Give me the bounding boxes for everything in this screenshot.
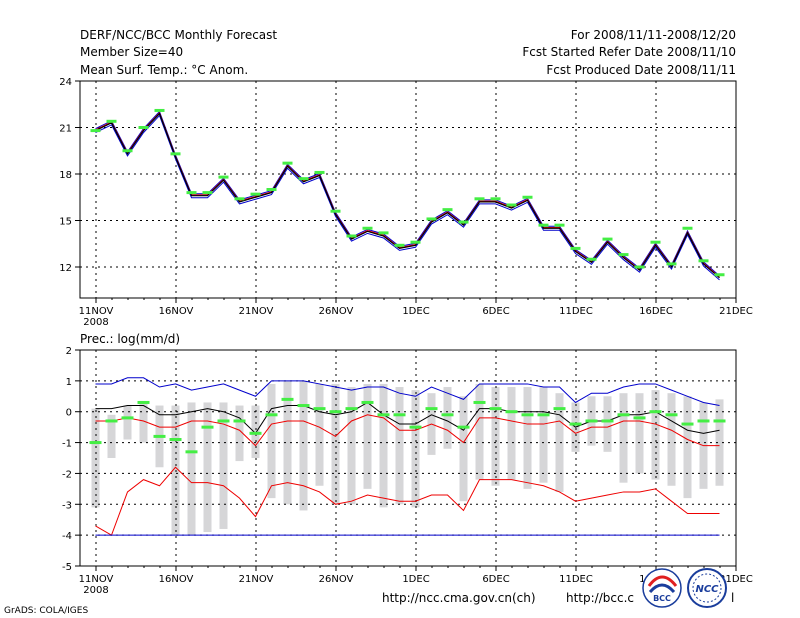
x-tick-label: 11DEC — [559, 306, 593, 317]
spread-bar — [107, 414, 116, 458]
spread-bar — [283, 380, 292, 505]
spread-bar — [347, 387, 356, 505]
x-tick-label: 1DEC — [402, 306, 429, 317]
bcc-logo-ring — [642, 568, 682, 608]
spread-bar — [523, 387, 532, 489]
bcc-url-tail: l — [731, 591, 734, 605]
series-upper-quantile-line — [95, 414, 720, 447]
spread-bar — [251, 405, 260, 458]
spread-bar — [715, 399, 724, 486]
y-tick-label: -1 — [62, 439, 72, 450]
x-tick-label: 6DEC — [482, 574, 509, 585]
x-tick-label: 21NOV — [239, 306, 274, 317]
x-tick-label: 6DEC — [482, 306, 509, 317]
x-tick-label: 11NOV — [79, 574, 114, 585]
y-tick-label: 21 — [59, 124, 72, 135]
x-tick-label: 16DEC — [639, 306, 673, 317]
spread-bar — [667, 393, 676, 486]
header-title: DERF/NCC/BCC Monthly Forecast — [80, 28, 277, 42]
header-started-date: Fcst Started Refer Date 2008/11/10 — [522, 45, 736, 59]
spread-bar — [299, 380, 308, 511]
y-tick-label: -3 — [62, 500, 72, 511]
spread-bar — [139, 402, 148, 443]
spread-bar — [123, 405, 132, 440]
bcc-logo-arc-red — [647, 575, 678, 587]
axes-frame — [79, 80, 737, 299]
temp-red-line — [95, 111, 720, 278]
x-tick-label: 21DEC — [719, 306, 753, 317]
series-ensemble-mean-line — [95, 401, 720, 435]
ncc-logo-text: NCC — [695, 584, 719, 595]
y-tick-label: 12 — [59, 263, 72, 274]
spread-bar — [395, 387, 404, 505]
spread-bar — [507, 387, 516, 480]
spread-bar — [315, 383, 324, 486]
header-variable: Mean Surf. Temp.: °C Anom. — [80, 63, 248, 77]
y-tick-label: -2 — [62, 469, 72, 480]
temp-lower-line — [95, 114, 720, 281]
bcc-logo-text: BCC — [653, 594, 671, 603]
spread-bar — [539, 387, 548, 483]
spread-bar — [363, 383, 372, 489]
header-period: For 2008/11/11-2008/12/20 — [571, 28, 736, 42]
header: DERF/NCC/BCC Monthly Forecast Member Siz… — [80, 28, 736, 77]
header-produced-date: Fcst Produced Date 2008/11/11 — [546, 63, 736, 77]
ncc-logo-inner-ring — [692, 573, 722, 603]
x-tick-label: 26NOV — [319, 306, 354, 317]
y-tick-label: 1 — [66, 377, 72, 388]
x-tick-label: 16NOV — [159, 306, 194, 317]
spread-bar — [219, 402, 228, 529]
series-max-line — [95, 377, 720, 407]
ncc-logo: NCC — [687, 568, 727, 608]
bcc-logo: BCC — [642, 568, 682, 608]
spread-bar — [411, 390, 420, 508]
y-tick-label: -4 — [62, 531, 72, 542]
x-tick-year-label: 2008 — [83, 585, 108, 596]
x-tick-label: 11NOV — [79, 306, 114, 317]
series-lower-quantile-line — [95, 466, 720, 536]
spread-bar — [267, 383, 276, 499]
footer: GrADS: COLA/IGES http://ncc.cma.gov.cn(c… — [4, 568, 734, 616]
y-tick-label: 18 — [59, 170, 72, 181]
ncc-url-link[interactable]: http://ncc.cma.gov.cn(ch) — [382, 591, 536, 605]
bcc-url-link[interactable]: http://bcc.c — [566, 591, 634, 605]
precip-title: Prec.: log(mm/d) — [80, 332, 180, 346]
spread-bar — [491, 387, 500, 486]
temp-mean-line — [95, 112, 720, 279]
y-tick-label: 2 — [66, 346, 72, 357]
spread-bar — [443, 387, 452, 449]
spread-bar — [379, 383, 388, 508]
temp-upper-line — [95, 110, 720, 277]
x-tick-label: 1DEC — [402, 574, 429, 585]
spread-bar — [683, 396, 692, 499]
x-tick-label: 26NOV — [319, 574, 354, 585]
spread-bar — [459, 396, 468, 502]
y-tick-label: 24 — [59, 77, 72, 88]
x-tick-label: 16NOV — [159, 574, 194, 585]
spread-bar — [203, 402, 212, 533]
spread-bar — [187, 402, 196, 536]
y-tick-label: 0 — [66, 408, 72, 419]
y-tick-label: -5 — [62, 562, 72, 573]
x-tick-label: 11DEC — [559, 574, 593, 585]
bcc-logo-arc-blue — [648, 583, 676, 594]
x-tick-year-label: 2008 — [83, 317, 108, 328]
spread-bar — [475, 383, 484, 480]
y-tick-label: 15 — [59, 217, 72, 228]
spread-bar — [331, 383, 340, 505]
spread-bar — [555, 393, 564, 492]
spread-bar — [619, 393, 628, 483]
header-member-size: Member Size=40 — [80, 45, 183, 59]
x-tick-label: 21DEC — [719, 574, 753, 585]
spread-bar — [235, 405, 244, 462]
ncc-logo-ring — [687, 568, 727, 608]
spread-bar — [635, 393, 644, 474]
x-tick-label: 21NOV — [239, 574, 274, 585]
grads-credit: GrADS: COLA/IGES — [4, 606, 88, 616]
spread-bar — [603, 396, 612, 452]
axes-frame — [79, 349, 737, 567]
